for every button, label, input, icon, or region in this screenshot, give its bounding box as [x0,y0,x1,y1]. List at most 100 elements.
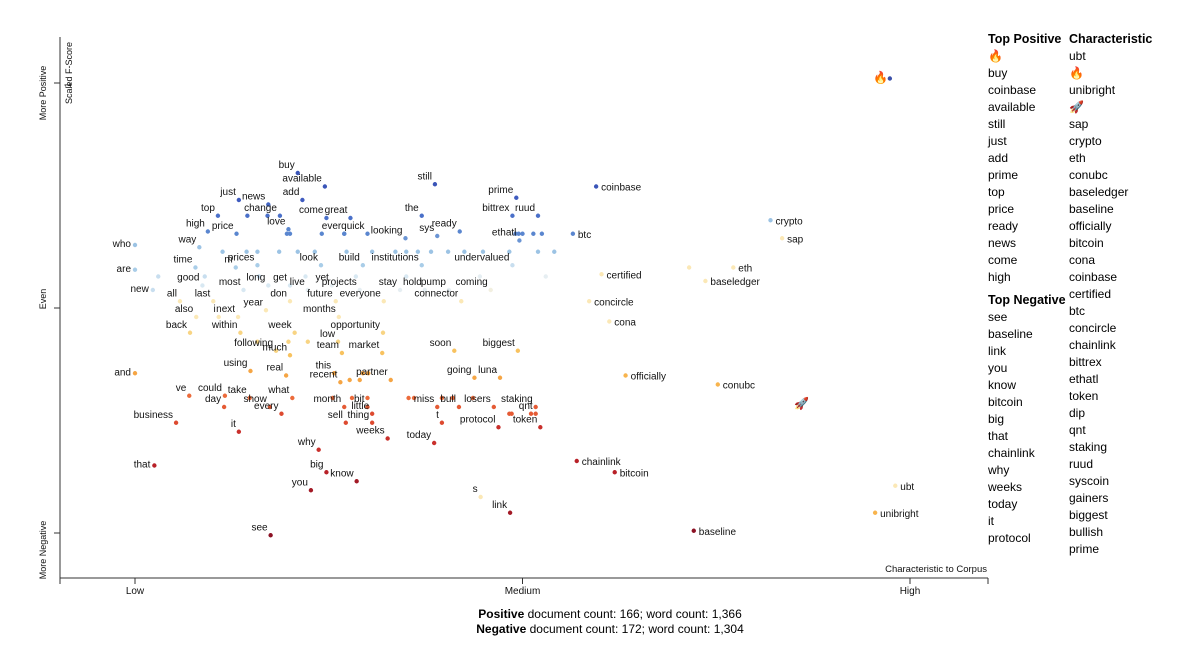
characteristic-term[interactable]: coinbase [1069,270,1118,284]
top-positive-term[interactable]: top [988,185,1005,199]
point-label: price [212,221,234,232]
point-label: month [313,394,341,405]
characteristic-term[interactable]: 🔥 [1069,66,1084,80]
top-positive-term[interactable]: news [988,236,1017,250]
top-negative-term[interactable]: protocol [988,531,1031,545]
positive-stats: Positive document count: 166; word count… [400,607,820,622]
characteristic-term[interactable]: bullish [1069,525,1104,539]
scatter-point [380,350,385,356]
scatter-point [496,425,501,430]
characteristic-term[interactable]: syscoin [1069,474,1110,488]
top-positive-term[interactable]: ready [988,219,1019,233]
characteristic-term[interactable]: qnt [1069,423,1086,437]
scatter-point [428,249,434,254]
scatter-point [324,215,329,221]
characteristic-term[interactable]: concircle [1069,321,1117,335]
scatter-point [574,458,579,464]
point-label: institutions [372,252,419,263]
top-negative-term[interactable]: know [988,378,1017,392]
characteristic-term[interactable]: btc [1069,304,1086,318]
characteristic-term[interactable]: dip [1069,406,1086,420]
characteristic-term[interactable]: gainers [1069,491,1109,505]
characteristic-term[interactable]: baseledger [1069,185,1129,199]
point-label: hold [403,277,422,288]
top-negative-term[interactable]: today [988,497,1018,511]
top-negative-term[interactable]: see [988,310,1008,324]
scatter-point [316,447,321,452]
characteristic-term[interactable]: certified [1069,287,1112,301]
scatter-point [419,213,424,218]
scatter-point [132,267,138,272]
scatter-point [535,213,541,218]
characteristic-term[interactable]: staking [1069,440,1108,454]
scatter-point [459,299,464,304]
top-positive-term[interactable]: 🔥 [988,49,1003,63]
characteristic-term[interactable]: bitcoin [1069,236,1104,250]
point-label: baseline [699,527,737,538]
point-label: high [186,219,205,230]
characteristic-term[interactable]: eth [1069,151,1086,165]
characteristic-term[interactable]: baseline [1069,202,1114,216]
characteristic-term[interactable]: unibright [1069,83,1116,97]
scatter-point [200,283,205,288]
top-negative-term[interactable]: it [988,514,994,528]
top-negative-term[interactable]: why [988,463,1010,477]
top-negative-term[interactable]: you [988,361,1008,375]
top-positive-term[interactable]: come [988,253,1018,267]
scatter-point [516,231,521,236]
top-negative-term[interactable]: chainlink [988,446,1035,460]
scatter-point [221,404,227,410]
scatter-point [404,274,409,279]
x-tick-label: High [900,586,921,597]
top-negative-term[interactable]: link [988,344,1007,358]
characteristic-term[interactable]: ubt [1069,49,1086,63]
scatter-point [342,404,347,410]
characteristic-term[interactable]: ruud [1069,457,1094,471]
characteristic-term[interactable]: sap [1069,117,1089,131]
top-positive-term[interactable]: still [988,117,1006,131]
top-negative-term[interactable]: big [988,412,1005,426]
characteristic-term[interactable]: officially [1069,219,1112,233]
scatter-point [513,231,518,236]
scatter-point [290,395,295,401]
scatter-point [599,272,604,277]
top-positive-term[interactable]: coinbase [988,83,1037,97]
top-positive-term[interactable]: available [988,100,1036,114]
characteristic-term[interactable]: token [1069,389,1099,403]
top-negative-term[interactable]: baseline [988,327,1033,341]
characteristic-term[interactable]: cona [1069,253,1096,267]
point-label: today [407,430,431,441]
top-positive-term[interactable]: add [988,151,1009,165]
top-positive-term[interactable]: prime [988,168,1019,182]
point-label: protocol [460,414,496,425]
characteristic-term[interactable]: 🚀 [1069,100,1084,114]
characteristic-term[interactable]: ethatl [1069,372,1099,386]
top-positive-term[interactable]: just [988,134,1007,148]
top-negative-term[interactable]: weeks [988,480,1023,494]
scatter-point [265,213,270,218]
scatter-point [197,245,202,250]
top-positive-term[interactable]: price [988,202,1015,216]
point-label: stay [379,277,397,288]
scatter-point [768,218,773,223]
top-negative-term[interactable]: that [988,429,1009,443]
top-positive-term[interactable]: buy [988,66,1008,80]
top-negative-term[interactable]: bitcoin [988,395,1023,409]
characteristic-term[interactable]: biggest [1069,508,1108,522]
top-positive-term[interactable]: high [988,270,1011,284]
characteristic-term[interactable]: crypto [1069,134,1102,148]
scatter-point [419,263,424,268]
characteristic-term[interactable]: bittrex [1069,355,1102,369]
scatter-point [491,404,497,410]
point-label: weeks [355,426,384,437]
characteristic-term[interactable]: prime [1069,542,1100,556]
scatter-point [365,231,370,236]
characteristic-term[interactable]: chainlink [1069,338,1116,352]
characteristic-term[interactable]: conubc [1069,168,1108,182]
scatter-point [446,287,452,293]
scatter-point [893,483,898,488]
scatter-point [439,420,445,425]
scatter-point [339,350,345,356]
scatter-point [234,231,239,236]
scatter-point [366,371,371,376]
